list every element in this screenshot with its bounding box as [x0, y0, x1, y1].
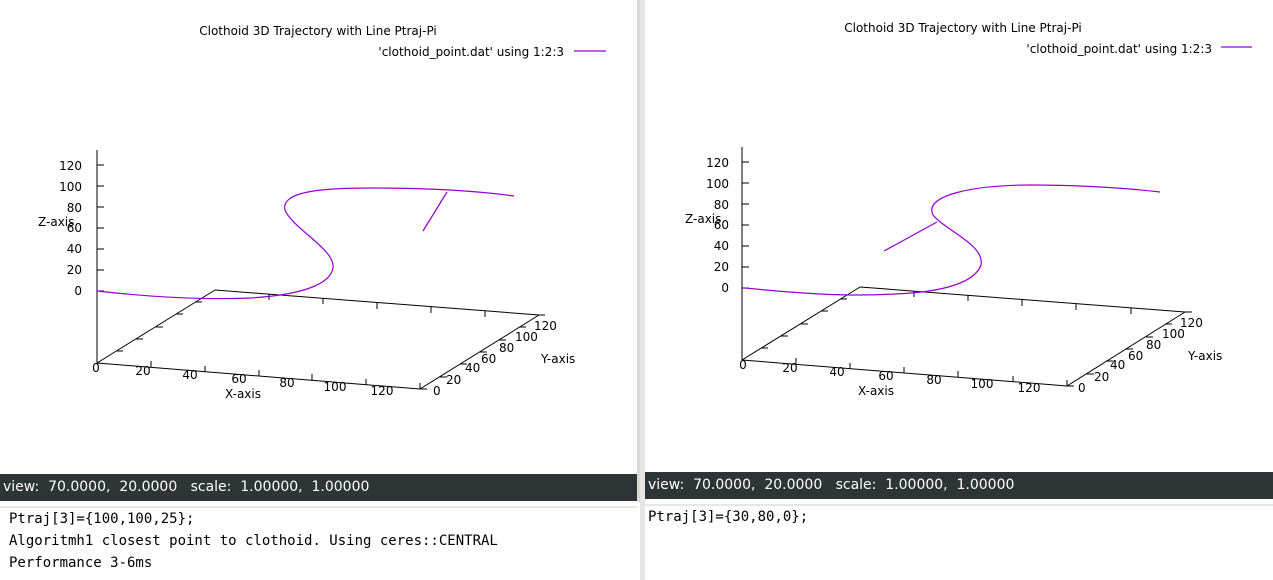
- y-axis-label: Y-axis: [540, 352, 575, 366]
- y-tick-label: 60: [1128, 349, 1143, 363]
- y-tick-label: 20: [1094, 370, 1109, 384]
- x-ticks: 0 20 40 60 80 100 120: [739, 354, 1068, 395]
- z-tick-label: 40: [714, 239, 729, 253]
- z-tick-label: 20: [67, 263, 82, 277]
- clothoid-curve: [96, 187, 515, 300]
- plot-window-right[interactable]: Clothoid 3D Trajectory with Line Ptraj-P…: [645, 0, 1273, 500]
- x-tick-label: 120: [1018, 381, 1041, 395]
- y-tick-label: 120: [534, 319, 557, 333]
- z-tick-label: 80: [714, 198, 729, 212]
- x-tick-label: 60: [878, 369, 893, 383]
- view-status-bar: view: 70.0000, 20.0000 scale: 1.00000, 1…: [0, 474, 637, 501]
- y-tick-label: 80: [1146, 338, 1161, 352]
- z-tick-label: 20: [714, 260, 729, 274]
- plot-canvas-right[interactable]: Clothoid 3D Trajectory with Line Ptraj-P…: [645, 0, 1273, 472]
- panel-divider[interactable]: [640, 0, 645, 580]
- chart-title: Clothoid 3D Trajectory with Line Ptraj-P…: [199, 24, 437, 38]
- x-tick-label: 60: [231, 372, 246, 386]
- y-axis-label: Y-axis: [1187, 349, 1222, 363]
- y-tick-label: 40: [1110, 358, 1125, 372]
- z-tick-label: 60: [67, 221, 82, 235]
- back-edge: [859, 286, 1186, 313]
- z-tick-label: 100: [59, 180, 82, 194]
- console-line: Ptraj[3]={100,100,25};: [9, 511, 195, 527]
- ptraj-pi-line: [422, 191, 448, 232]
- y-tick-label: 20: [446, 373, 461, 387]
- console-output-left: Ptraj[3]={100,100,25}; Algoritmh1 closest…: [0, 506, 637, 580]
- z-tick-label: 60: [714, 218, 729, 232]
- z-ticks: 0 20 40 60 80 100 120: [59, 159, 104, 298]
- y-grid-ticks-back: [268, 294, 486, 317]
- clothoid-curve: [744, 184, 1161, 296]
- x-tick-label: 80: [926, 373, 941, 387]
- x-axis-label: X-axis: [858, 384, 894, 398]
- y-tick-label: 60: [481, 352, 496, 366]
- legend-label: 'clothoid_point.dat' using 1:2:3: [378, 45, 564, 59]
- plot-canvas-left[interactable]: Clothoid 3D Trajectory with Line Ptraj-P…: [0, 0, 637, 474]
- z-tick-label: 40: [67, 242, 82, 256]
- console-line: Ptraj[3]={30,80,0};: [648, 509, 809, 525]
- x-grid-ticks-left: [117, 301, 202, 352]
- y-grid-ticks-back: [913, 291, 1132, 314]
- x-tick-label: 20: [782, 361, 797, 375]
- y-ticks: 0 20 40 60 80 100 120: [420, 314, 557, 398]
- y-tick-label: 80: [499, 341, 514, 355]
- y-tick-label: 40: [465, 361, 480, 375]
- y-tick-label: 0: [433, 384, 441, 398]
- console-line: Algoritmh1 closest point to clothoid. Us…: [9, 533, 498, 549]
- legend-label: 'clothoid_point.dat' using 1:2:3: [1026, 42, 1212, 56]
- x-tick-label: 0: [92, 361, 100, 375]
- z-axis-label: Z-axis: [685, 212, 721, 226]
- x-tick-label: 40: [829, 365, 844, 379]
- x-tick-label: 100: [971, 377, 994, 391]
- z-tick-label: 80: [67, 201, 82, 215]
- x-tick-label: 120: [371, 384, 394, 398]
- view-status-bar: view: 70.0000, 20.0000 scale: 1.00000, 1…: [645, 472, 1273, 499]
- x-tick-label: 80: [279, 376, 294, 390]
- plot-window-left[interactable]: Clothoid 3D Trajectory with Line Ptraj-P…: [0, 0, 637, 502]
- chart-title: Clothoid 3D Trajectory with Line Ptraj-P…: [844, 21, 1082, 35]
- z-ticks: 0 20 40 60 80 100 120: [706, 156, 749, 295]
- x-tick-label: 20: [135, 364, 150, 378]
- y-tick-label: 0: [1078, 381, 1086, 395]
- y-tick-label: 100: [515, 330, 538, 344]
- z-tick-label: 0: [721, 281, 729, 295]
- x-ticks: 0 20 40 60 80 100 120: [92, 357, 421, 398]
- y-ticks: 0 20 40 60 80 100 120: [1067, 311, 1203, 395]
- z-axis-label: Z-axis: [38, 215, 74, 229]
- console-output-right: Ptraj[3]={30,80,0};: [645, 504, 1273, 580]
- z-tick-label: 100: [706, 177, 729, 191]
- x-grid-ticks-left: [762, 298, 847, 349]
- z-tick-label: 120: [706, 156, 729, 170]
- x-tick-label: 40: [182, 368, 197, 382]
- ptraj-pi-line: [883, 221, 938, 252]
- x-tick-label: 0: [739, 358, 747, 372]
- y-tick-label: 120: [1180, 316, 1203, 330]
- panel-divider[interactable]: [637, 0, 640, 502]
- x-axis-label: X-axis: [225, 387, 261, 401]
- back-edge: [214, 289, 540, 316]
- console-line: Performance 3-6ms: [9, 555, 153, 571]
- z-tick-label: 120: [59, 159, 82, 173]
- z-tick-label: 0: [74, 284, 82, 298]
- x-tick-label: 100: [324, 380, 347, 394]
- y-axis-line: [419, 314, 540, 390]
- y-tick-label: 100: [1162, 327, 1185, 341]
